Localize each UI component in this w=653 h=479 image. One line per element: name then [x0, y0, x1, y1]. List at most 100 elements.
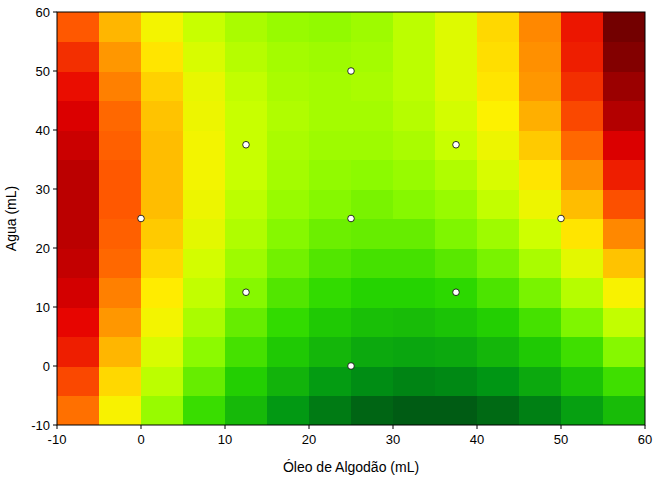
x-axis-label: Óleo de Algodão (mL) — [283, 459, 419, 475]
contour-cell — [225, 396, 268, 426]
contour-cell — [183, 278, 226, 308]
contour-cell — [141, 278, 184, 308]
contour-cell — [225, 160, 268, 190]
contour-cell — [351, 307, 394, 337]
contour-cell — [435, 71, 478, 101]
x-tick — [393, 425, 394, 429]
contour-cell — [477, 130, 520, 160]
contour-cell — [351, 189, 394, 219]
contour-cell — [603, 337, 645, 367]
design-point — [348, 68, 355, 75]
contour-cell — [309, 160, 352, 190]
contour-cell — [435, 12, 478, 42]
x-tick — [225, 425, 226, 429]
contour-cell — [393, 101, 436, 131]
contour-cell — [477, 307, 520, 337]
contour-cell — [393, 337, 436, 367]
contour-cell — [141, 189, 184, 219]
contour-cell — [519, 248, 562, 278]
contour-cell — [57, 396, 100, 426]
chart: -100102030405060-100102030405060Óleo de … — [0, 0, 653, 479]
contour-cell — [393, 278, 436, 308]
contour-cell — [519, 278, 562, 308]
contour-cell — [561, 71, 604, 101]
contour-cell — [267, 12, 310, 42]
x-tick-label: 20 — [302, 432, 316, 447]
contour-cell — [267, 42, 310, 72]
contour-cell — [561, 278, 604, 308]
contour-cell — [603, 160, 645, 190]
contour-cell — [183, 366, 226, 396]
contour-cell — [561, 307, 604, 337]
contour-cell — [183, 130, 226, 160]
contour-cell — [561, 160, 604, 190]
contour-cell — [561, 366, 604, 396]
contour-cell — [351, 130, 394, 160]
contour-cell — [141, 248, 184, 278]
contour-cell — [267, 71, 310, 101]
contour-cell — [603, 130, 645, 160]
contour-cell — [57, 71, 100, 101]
chart-container: -100102030405060-100102030405060Óleo de … — [0, 0, 653, 479]
x-tick — [645, 425, 646, 429]
contour-cell — [57, 101, 100, 131]
contour-cell — [603, 189, 645, 219]
contour-cell — [351, 12, 394, 42]
x-tick-label: 10 — [218, 432, 232, 447]
contour-cell — [393, 396, 436, 426]
contour-cell — [183, 396, 226, 426]
contour-cell — [603, 42, 645, 72]
contour-cell — [183, 101, 226, 131]
contour-cell — [477, 248, 520, 278]
contour-cell — [309, 71, 352, 101]
contour-cell — [603, 366, 645, 396]
contour-cell — [267, 219, 310, 249]
contour-cell — [309, 12, 352, 42]
contour-cell — [309, 101, 352, 131]
contour-cell — [267, 248, 310, 278]
contour-cell — [351, 71, 394, 101]
contour-cell — [57, 366, 100, 396]
y-tick — [53, 307, 57, 308]
contour-cell — [183, 71, 226, 101]
contour-cell — [225, 248, 268, 278]
contour-cell — [393, 12, 436, 42]
x-tick — [477, 425, 478, 429]
contour-cell — [435, 160, 478, 190]
y-tick — [53, 71, 57, 72]
contour-cell — [225, 101, 268, 131]
contour-cell — [267, 396, 310, 426]
y-tick-label: 10 — [36, 300, 50, 315]
contour-cell — [309, 248, 352, 278]
contour-cell — [477, 219, 520, 249]
contour-cell — [393, 160, 436, 190]
contour-cell — [225, 189, 268, 219]
contour-cell — [477, 101, 520, 131]
x-tick-label: 30 — [386, 432, 400, 447]
contour-cell — [477, 366, 520, 396]
contour-cell — [141, 307, 184, 337]
contour-cell — [57, 42, 100, 72]
design-point — [243, 141, 250, 148]
contour-cell — [393, 366, 436, 396]
y-tick-label: 50 — [36, 64, 50, 79]
contour-cell — [267, 189, 310, 219]
y-tick-label: -10 — [31, 418, 50, 433]
contour-cell — [225, 278, 268, 308]
contour-cell — [141, 160, 184, 190]
y-tick — [53, 248, 57, 249]
contour-cell — [435, 248, 478, 278]
contour-cell — [141, 219, 184, 249]
y-tick — [53, 189, 57, 190]
contour-cell — [57, 189, 100, 219]
contour-cell — [603, 219, 645, 249]
contour-cell — [477, 42, 520, 72]
design-point — [453, 289, 460, 296]
contour-cells — [57, 12, 645, 425]
contour-cell — [561, 337, 604, 367]
x-tick — [561, 425, 562, 429]
contour-cell — [141, 396, 184, 426]
x-tick-label: 50 — [554, 432, 568, 447]
contour-cell — [57, 12, 100, 42]
contour-cell — [183, 248, 226, 278]
